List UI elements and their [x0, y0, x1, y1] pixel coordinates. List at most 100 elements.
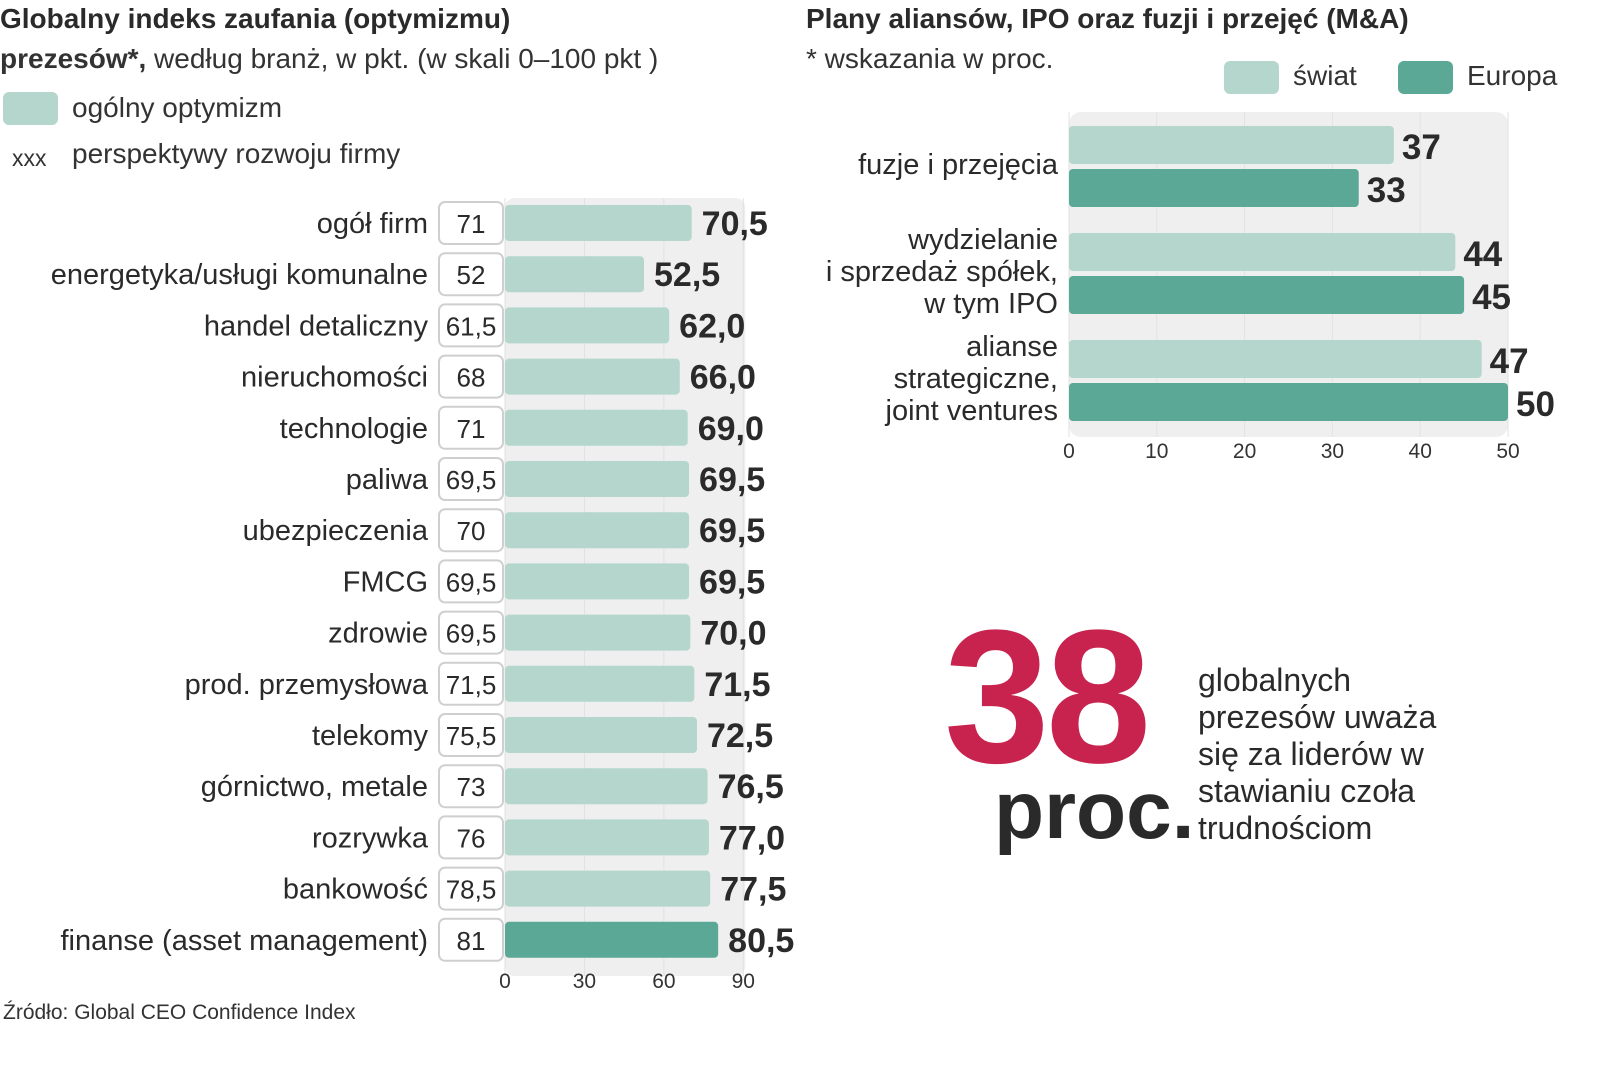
optimism-value-label: 70,5	[702, 205, 768, 243]
x-tick-label-0: 0	[499, 970, 511, 993]
optimism-bar	[505, 665, 695, 702]
perspective-box	[438, 559, 504, 604]
perspective-value: 70	[457, 516, 486, 546]
category-label-line: i sprzedaż spółek,	[826, 256, 1058, 288]
callout-text-line: globalnych	[1198, 662, 1351, 698]
perspective-box	[438, 866, 504, 911]
value-label-europe: 45	[1472, 278, 1511, 317]
optimism-value-label: 80,5	[728, 922, 794, 960]
perspective-value: 52	[457, 260, 486, 290]
left-subtitle-rest: według branż, w pkt. (w skali 0–100 pkt …	[146, 43, 659, 74]
legend-xxx-marker: xxx	[12, 145, 47, 171]
optimism-bar	[505, 461, 690, 497]
optimism-bar	[505, 358, 680, 395]
optimism-bar	[505, 717, 697, 753]
perspective-box	[438, 917, 504, 962]
perspective-value: 71,5	[446, 670, 497, 700]
legend-swatch-europe	[1398, 61, 1453, 94]
optimism-value-label: 77,0	[719, 819, 785, 857]
perspective-value: 69,5	[446, 465, 497, 495]
category-label: górnictwo, metale	[201, 771, 428, 803]
optimism-bar	[505, 614, 691, 651]
callout-text-line: trudnościom	[1198, 810, 1373, 846]
left-subtitle-bold: prezesów*,	[0, 43, 147, 74]
bar-world	[1069, 340, 1482, 378]
optimism-value-label: 77,5	[720, 871, 786, 909]
category-label: energetyka/usługi komunalne	[51, 259, 428, 291]
perspective-value: 69,5	[446, 619, 497, 649]
value-label-europe: 50	[1516, 385, 1555, 424]
left-chart-subtitle: prezesów*, według branż, w pkt. (w skali…	[0, 43, 658, 75]
perspective-box	[438, 303, 504, 348]
perspective-box	[438, 764, 504, 809]
perspective-box	[438, 457, 504, 501]
callout-text-line: prezesów uważa	[1198, 699, 1437, 735]
optimism-bar	[505, 512, 690, 549]
right-chart-title: Plany aliansów, IPO oraz fuzji i przejęć…	[806, 3, 1409, 34]
category-label-line: joint ventures	[885, 395, 1059, 427]
x-tick-label-5: 50	[1496, 440, 1519, 463]
category-label: ogół firm	[317, 208, 428, 240]
callout-text-line: stawianiu czoła	[1198, 773, 1415, 809]
category-label: handel detaliczny	[204, 310, 429, 342]
optimism-value-label: 69,5	[699, 461, 765, 499]
category-label: bankowość	[283, 874, 428, 906]
category-label-line: w tym IPO	[923, 288, 1058, 320]
optimism-value-label: 69,5	[699, 563, 765, 601]
optimism-value-label: 71,5	[704, 666, 770, 704]
perspective-value: 71	[457, 414, 486, 444]
perspective-box	[438, 508, 504, 553]
optimism-value-label: 52,5	[654, 256, 720, 294]
value-label-world: 47	[1490, 342, 1529, 381]
legend-swatch-world	[1224, 61, 1279, 94]
x-tick-label-0: 0	[1063, 440, 1075, 463]
perspective-value: 73	[457, 772, 486, 802]
bar-europe	[1069, 383, 1508, 421]
category-label: prod. przemysłowa	[185, 669, 429, 701]
optimism-value-label: 69,0	[698, 410, 764, 448]
optimism-bar	[505, 563, 690, 600]
value-label-world: 37	[1402, 128, 1441, 167]
callout-unit: proc.	[994, 765, 1195, 856]
perspective-value: 71	[457, 209, 486, 239]
value-label-world: 44	[1463, 235, 1502, 274]
legend-label-world: świat	[1293, 60, 1357, 91]
perspective-value: 76	[457, 823, 486, 853]
x-tick-label-1: 10	[1145, 440, 1168, 463]
callout-text: globalnych prezesów uważa się za liderów w…	[1198, 662, 1436, 847]
optimism-bar	[505, 256, 645, 293]
category-label: rozrywka	[312, 822, 429, 854]
optimism-value-label: 72,5	[707, 717, 773, 755]
category-label: technologie	[280, 413, 428, 445]
optimism-value-label: 62,0	[679, 307, 745, 345]
perspective-box	[438, 661, 504, 706]
optimism-value-label: 69,5	[699, 512, 765, 550]
perspective-box	[438, 405, 504, 450]
perspective-value: 75,5	[446, 721, 497, 751]
x-tick-label-3: 90	[732, 970, 755, 993]
bar-world	[1069, 233, 1456, 271]
category-label: telekomy	[312, 720, 429, 752]
bar-europe	[1069, 276, 1465, 314]
x-tick-label-2: 20	[1233, 440, 1256, 463]
bar-world	[1069, 126, 1394, 164]
optimism-bar	[505, 205, 692, 241]
perspective-box	[438, 815, 504, 860]
left-chart-title: Globalny indeks zaufania (optymizmu)	[0, 3, 511, 34]
perspective-box	[438, 252, 504, 297]
category-label: FMCG	[343, 566, 428, 598]
bar-europe	[1069, 169, 1359, 207]
legend-label-perspective: perspektywy rozwoju firmy	[72, 138, 401, 169]
optimism-value-label: 70,0	[700, 615, 766, 653]
category-label: finanse (asset management)	[60, 925, 428, 957]
optimism-bar	[505, 409, 688, 446]
category-label: zdrowie	[328, 618, 428, 650]
perspective-value: 61,5	[446, 311, 497, 341]
category-label-line: fuzje i przejęcia	[858, 149, 1059, 181]
source-note: Źródło: Global CEO Confidence Index	[3, 1001, 356, 1024]
perspective-box	[438, 201, 504, 245]
x-tick-label-3: 30	[1321, 440, 1344, 463]
perspective-box	[438, 713, 504, 757]
perspective-value: 81	[457, 926, 486, 956]
perspective-value: 69,5	[446, 567, 497, 597]
